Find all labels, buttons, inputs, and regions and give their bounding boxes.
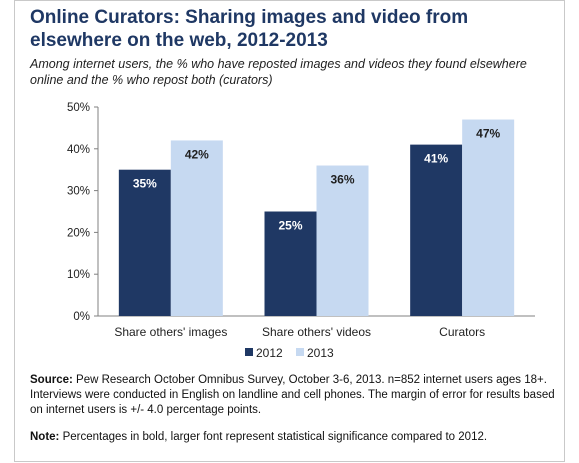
bar-value-label: 42% — [185, 147, 209, 161]
bar-value-label: 36% — [330, 173, 354, 187]
chart-title: Online Curators: Sharing images and vide… — [30, 7, 469, 51]
note-text: Percentages in bold, larger font represe… — [62, 431, 488, 443]
bar-value-label: 25% — [278, 219, 302, 233]
y-tick-label: 40% — [67, 144, 90, 156]
source-text: Pew Research October Omnibus Survey, Oct… — [30, 374, 555, 416]
legend-swatch-2013 — [296, 348, 304, 356]
y-tick-label: 10% — [67, 269, 90, 281]
bar-2013 — [316, 165, 369, 316]
x-category-label: Curators — [439, 325, 485, 339]
bar-2012 — [118, 169, 171, 316]
y-tick-label: 0% — [73, 311, 90, 323]
note-label: Note: — [30, 431, 60, 443]
bar-2012 — [410, 144, 463, 316]
source-note: Source: Pew Research October Omnibus Sur… — [30, 373, 560, 418]
y-tick-label: 20% — [67, 227, 90, 239]
bar-value-label: 35% — [133, 177, 157, 191]
bar-value-label: 47% — [476, 127, 500, 141]
legend-label-2013: 2013 — [307, 346, 334, 360]
bar-2013 — [170, 140, 223, 316]
x-category-label: Share others' videos — [262, 325, 371, 339]
legend-label-2012: 2012 — [256, 346, 283, 360]
y-tick-label: 50% — [67, 102, 90, 114]
x-category-label: Share others' images — [114, 325, 227, 339]
bar-value-label: 41% — [424, 152, 448, 166]
bar-2013 — [462, 119, 515, 316]
bar-2012 — [264, 211, 317, 316]
significance-note: Note: Percentages in bold, larger font r… — [30, 430, 560, 445]
legend-swatch-2012 — [245, 348, 253, 356]
source-label: Source: — [30, 374, 73, 386]
y-tick-label: 30% — [67, 186, 90, 198]
chart-subtitle: Among internet users, the % who have rep… — [30, 57, 527, 87]
